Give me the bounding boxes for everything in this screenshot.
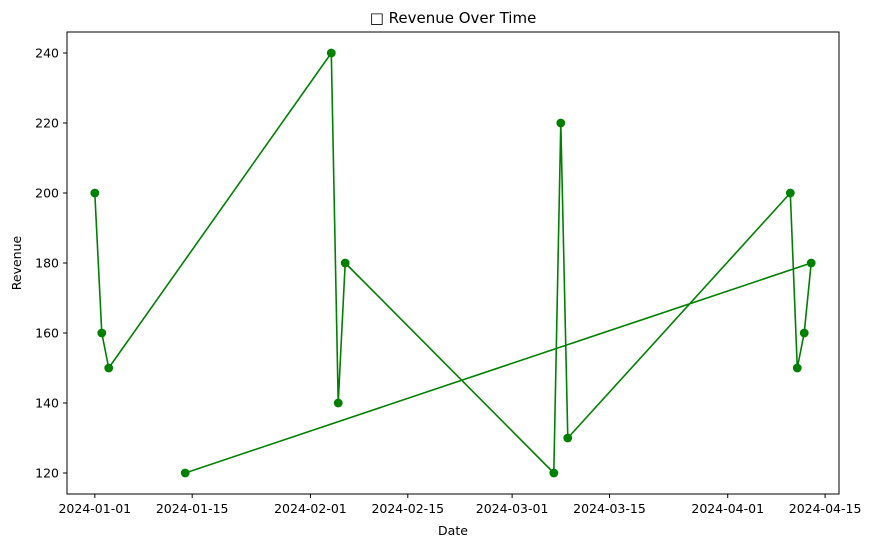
data-point xyxy=(799,328,809,338)
data-point xyxy=(97,328,107,338)
plot-area xyxy=(90,48,816,478)
y-tick-label: 120 xyxy=(35,466,59,481)
series-line xyxy=(94,52,813,474)
data-point xyxy=(785,188,795,198)
x-tick-label: 2024-01-15 xyxy=(156,501,229,516)
x-tick-label: 2024-04-01 xyxy=(691,501,764,516)
data-point xyxy=(549,468,559,478)
x-axis-label: Date xyxy=(438,523,468,538)
y-tick-label: 160 xyxy=(35,326,59,341)
x-tick-label: 2024-02-15 xyxy=(371,501,444,516)
plot-frame xyxy=(66,31,840,495)
data-point xyxy=(90,188,100,198)
x-tick-label: 2024-01-01 xyxy=(58,501,131,516)
data-point xyxy=(180,468,190,478)
x-axis: 2024-01-01 2024-01-15 2024-02-01 2024-02-15… xyxy=(58,494,861,516)
y-tick-label: 220 xyxy=(35,116,59,131)
y-tick-label: 140 xyxy=(35,396,59,411)
data-point xyxy=(563,433,573,443)
data-point xyxy=(333,398,343,408)
x-tick-label: 2024-02-01 xyxy=(274,501,347,516)
data-point xyxy=(556,118,566,128)
data-point xyxy=(104,363,114,373)
y-tick-label: 180 xyxy=(35,256,59,271)
y-axis: 120 140 160 180 200 220 240 xyxy=(35,46,67,481)
data-point xyxy=(806,258,816,268)
y-axis-label: Revenue xyxy=(9,235,24,290)
y-tick-label: 240 xyxy=(35,46,59,61)
x-tick-label: 2024-03-01 xyxy=(476,501,549,516)
data-point xyxy=(340,258,350,268)
x-tick-label: 2024-04-15 xyxy=(789,501,862,516)
data-point xyxy=(326,48,336,58)
chart-title: □ Revenue Over Time xyxy=(370,9,537,27)
y-tick-label: 200 xyxy=(35,186,59,201)
data-point xyxy=(792,363,802,373)
x-tick-label: 2024-03-15 xyxy=(573,501,646,516)
